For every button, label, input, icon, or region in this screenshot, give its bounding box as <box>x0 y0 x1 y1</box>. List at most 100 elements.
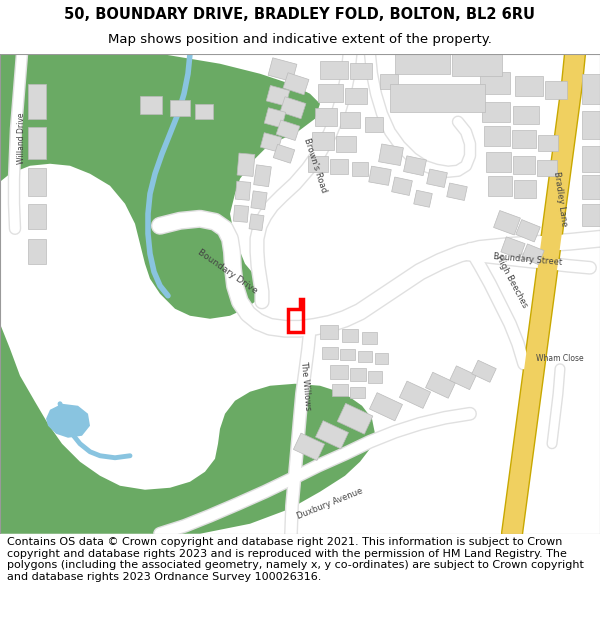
Text: Duxbury Avenue: Duxbury Avenue <box>296 486 364 521</box>
Bar <box>350 62 372 79</box>
Text: Contains OS data © Crown copyright and database right 2021. This information is : Contains OS data © Crown copyright and d… <box>7 537 584 582</box>
Polygon shape <box>0 54 320 319</box>
Bar <box>400 381 431 408</box>
Bar <box>254 165 271 187</box>
Bar <box>449 366 476 389</box>
Bar <box>336 136 356 152</box>
Bar <box>308 156 328 172</box>
Text: Boundary Drive: Boundary Drive <box>196 248 260 296</box>
Bar <box>516 219 540 242</box>
Bar <box>264 107 286 127</box>
Bar <box>480 72 510 94</box>
Bar <box>484 126 510 146</box>
Bar <box>273 144 295 163</box>
Bar <box>315 107 337 126</box>
Text: Boundary Street: Boundary Street <box>493 253 563 268</box>
Bar <box>350 368 366 381</box>
Polygon shape <box>46 404 90 437</box>
Bar <box>522 244 544 264</box>
Text: The Willows: The Willows <box>299 361 313 411</box>
Bar <box>235 181 251 201</box>
Bar <box>452 46 502 76</box>
Bar <box>28 239 46 264</box>
Bar <box>501 237 525 259</box>
Text: Map shows position and indicative extent of the property.: Map shows position and indicative extent… <box>108 33 492 46</box>
Bar <box>249 214 264 231</box>
Polygon shape <box>0 324 375 534</box>
Bar <box>330 159 348 174</box>
Bar <box>293 433 325 461</box>
Bar <box>268 58 297 82</box>
Bar <box>482 102 510 122</box>
Bar <box>358 351 372 362</box>
Bar <box>320 325 338 339</box>
Bar <box>283 72 309 95</box>
Bar <box>345 88 367 104</box>
Bar <box>545 81 567 99</box>
Bar <box>395 39 450 74</box>
Bar <box>380 74 398 89</box>
Bar <box>379 144 403 166</box>
Bar <box>318 84 343 102</box>
Bar <box>537 160 557 176</box>
Bar <box>368 371 382 382</box>
Bar <box>28 127 46 159</box>
Bar <box>494 211 520 235</box>
Bar <box>170 100 190 116</box>
Bar <box>320 61 348 79</box>
Bar <box>276 120 300 141</box>
Bar <box>582 74 600 104</box>
Bar <box>392 177 412 196</box>
Bar <box>390 84 485 112</box>
Bar <box>375 352 388 364</box>
Bar <box>28 168 46 196</box>
Text: Bradley Lane: Bradley Lane <box>551 171 568 227</box>
Text: Wham Close: Wham Close <box>536 354 584 363</box>
Bar <box>280 97 306 119</box>
Bar <box>316 421 349 449</box>
Bar <box>332 384 348 396</box>
Bar <box>447 183 467 201</box>
Bar <box>425 372 455 398</box>
Bar <box>404 156 427 176</box>
Bar <box>340 112 360 128</box>
Bar <box>513 106 539 124</box>
Bar <box>414 190 432 208</box>
Bar <box>512 130 536 148</box>
Bar <box>365 117 383 132</box>
Bar <box>582 111 600 139</box>
Bar <box>140 96 162 114</box>
Bar <box>513 156 535 174</box>
Bar <box>312 132 334 150</box>
Bar <box>582 146 600 172</box>
Bar <box>369 166 391 186</box>
Bar <box>330 365 348 379</box>
Text: High Beeches: High Beeches <box>494 254 530 309</box>
Bar <box>370 392 403 421</box>
Bar <box>337 403 373 434</box>
Bar <box>514 180 536 198</box>
Bar <box>350 387 365 398</box>
Bar <box>582 204 600 226</box>
Bar <box>260 132 281 152</box>
Bar <box>342 329 358 342</box>
Bar <box>251 191 267 209</box>
Bar <box>195 104 213 119</box>
Bar <box>233 205 248 222</box>
Bar <box>582 175 600 199</box>
Bar <box>266 86 290 106</box>
Bar <box>340 349 355 360</box>
Bar <box>427 169 448 187</box>
Bar <box>486 152 511 172</box>
Bar <box>28 84 46 119</box>
Bar <box>538 135 558 151</box>
Bar <box>322 347 338 359</box>
Bar <box>362 332 377 344</box>
Bar <box>352 162 368 176</box>
Text: 50, BOUNDARY DRIVE, BRADLEY FOLD, BOLTON, BL2 6RU: 50, BOUNDARY DRIVE, BRADLEY FOLD, BOLTON… <box>65 8 536 22</box>
Bar <box>488 176 512 196</box>
Text: Willand Drive: Willand Drive <box>17 113 26 164</box>
Bar <box>515 76 543 96</box>
Bar <box>237 153 255 176</box>
Bar <box>472 360 496 382</box>
